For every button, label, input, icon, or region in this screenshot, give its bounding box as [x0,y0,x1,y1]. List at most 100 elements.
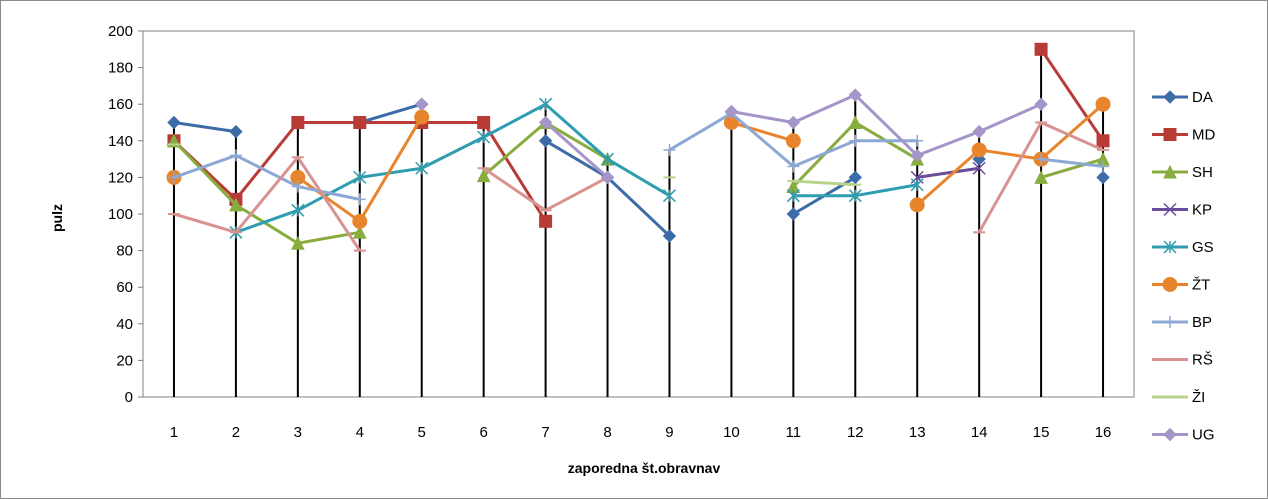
legend-marker [1162,277,1178,292]
data-point [352,213,368,229]
data-point [1034,97,1048,111]
data-point [291,203,305,217]
data-point [1097,160,1110,173]
y-tick-label: 160 [108,96,133,113]
series-line [544,121,609,179]
legend-label: UG [1192,427,1215,444]
x-tick-label: 12 [847,424,864,441]
data-point [353,193,366,206]
series-line [359,102,423,124]
legend-label: ŽT [1192,277,1210,294]
x-tick-label: 4 [356,424,364,441]
legend-label: BP [1192,314,1212,331]
data-point [229,124,243,139]
legend-marker [1163,128,1177,141]
data-point [291,180,304,193]
x-tick-labels: 1 2 3 4 5 6 7 8 9 10 11 12 13 14 15 16 [170,424,1112,441]
legend-marker [1163,240,1177,254]
x-tick-label: 8 [603,424,611,441]
legend: DA MD SH KP GS ŽT BP RŠ ŽI UG [1152,89,1215,444]
data-point [1034,170,1048,184]
series-line [793,179,856,187]
series-line [173,153,361,201]
x-tick-label: 5 [418,424,426,441]
data-point [910,178,924,192]
x-tick-label: 13 [909,424,926,441]
data-point [539,97,553,111]
y-tick-labels: 0 20 40 60 80 100 120 140 160 180 200 [108,23,143,406]
data-point [786,189,800,203]
data-point [724,104,739,119]
series-line [731,93,1042,157]
legend-marker [1164,316,1176,328]
x-axis-label: zaporedna št.obravnav [568,460,721,476]
x-tick-label: 7 [541,424,549,441]
series-lines [166,42,1111,252]
data-point [1096,170,1110,185]
data-point [600,170,615,185]
y-axis-label: pulz [49,204,65,232]
data-point [663,143,676,156]
legend-entry: RŠ [1152,352,1213,369]
legend-marker [1163,90,1177,104]
legend-entry: ŽT [1152,277,1210,294]
data-point [601,152,615,166]
data-point [849,134,862,147]
series-line [173,121,237,134]
x-tick-label: 9 [665,424,673,441]
legend-entry: GS [1152,239,1214,256]
x-tick-label: 2 [232,424,240,441]
legend-entry: UG [1152,427,1215,444]
x-tick-label: 6 [479,424,487,441]
legend-label: ŽI [1192,389,1205,406]
legend-entry: DA [1152,89,1213,106]
x-tick-label: 16 [1095,424,1112,441]
data-point [476,168,491,183]
data-point [848,88,862,102]
data-point [538,134,553,148]
legend-marker [1163,427,1177,442]
series-9 [415,88,1048,185]
y-tick-label: 20 [116,352,133,369]
data-point [972,124,986,139]
y-tick-label: 40 [116,316,133,333]
data-point [415,161,429,175]
x-tick-label: 15 [1033,424,1050,441]
series-7 [167,121,1110,252]
legend-entry: KP [1152,202,1212,219]
legend-label: KP [1192,202,1212,219]
data-point [662,229,677,243]
x-tick-label: 10 [723,424,740,441]
y-tick-label: 120 [108,169,133,186]
data-point [909,197,925,213]
series-line [1040,157,1104,179]
y-tick-label: 0 [125,389,133,406]
data-point [477,130,491,144]
data-point [786,115,801,130]
series-8 [167,143,862,187]
legend-label: RŠ [1192,352,1213,369]
data-point [352,225,367,239]
data-point [538,115,553,130]
data-point [353,170,367,184]
x-tick-label: 11 [786,424,802,441]
data-point [662,189,676,203]
data-point [1035,153,1048,166]
x-tick-label: 1 [170,424,178,441]
data-point [291,116,305,129]
data-point [787,160,800,173]
y-tick-label: 80 [116,243,133,260]
series-line [1039,48,1105,142]
data-point [971,142,987,158]
series-line [172,139,361,245]
data-point [291,236,305,250]
data-point [911,134,924,147]
data-point [229,149,242,162]
legend-label: MD [1192,127,1215,144]
data-point [972,161,986,175]
data-point [414,109,430,125]
series-4 [229,97,924,239]
